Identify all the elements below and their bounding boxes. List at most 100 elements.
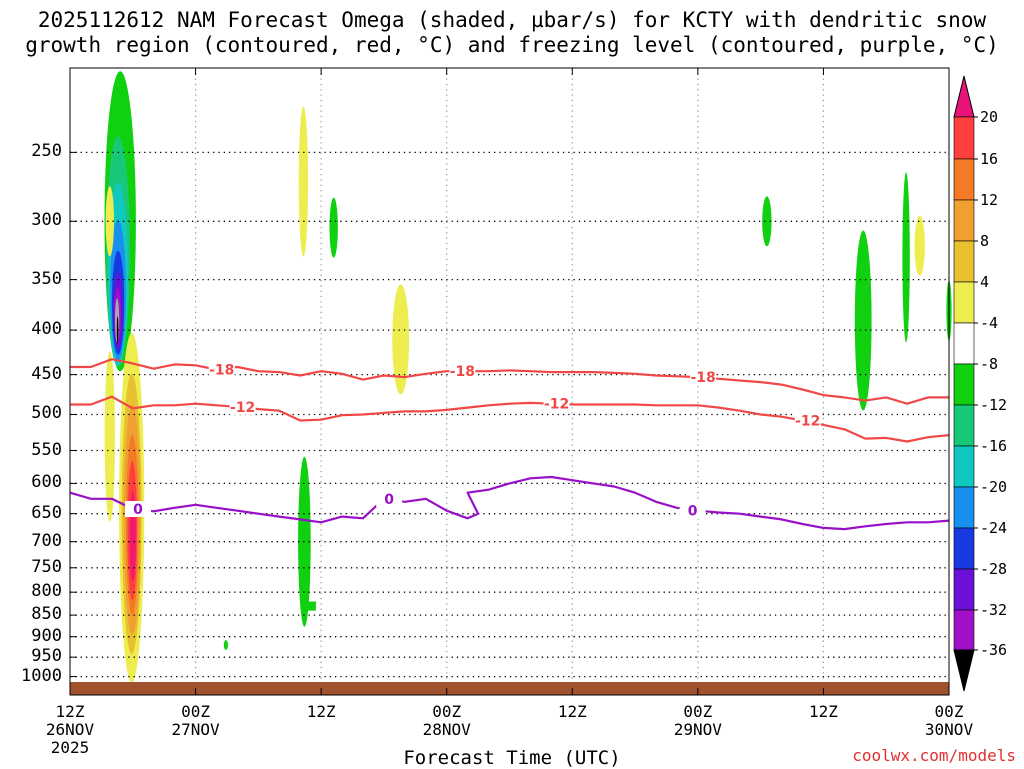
y-tick-label-400: 400 — [31, 319, 62, 340]
omega-cell-25 — [914, 215, 925, 276]
contour-label-freezing-level-0: 0 — [133, 502, 143, 518]
x-tick-date: 28NOV — [422, 720, 471, 739]
y-tick-label-1000: 1000 — [21, 665, 62, 686]
chart-title-line-2: growth region (contoured, red, °C) and f… — [25, 33, 999, 57]
colorbar-label-8: -16 — [980, 437, 1008, 455]
contour-label-layer: -18 -18 -18 -12 -12 -12 0 0 0 — [125, 361, 821, 520]
x-tick-date: 29NOV — [673, 720, 722, 739]
x-tick-time: 12Z — [557, 702, 587, 721]
x-tick-time: 12Z — [306, 702, 336, 721]
y-tick-label-650: 650 — [31, 502, 62, 523]
contour-label-dendritic-bottom-1: -12 — [544, 397, 569, 413]
x-tick-time: 12Z — [55, 702, 85, 721]
y-tick-label-550: 550 — [31, 439, 62, 460]
colorbar-bottom-arrow — [953, 649, 975, 692]
x-tick-label-0: 12Z 26NOV 2025 — [30, 703, 110, 757]
colorbar-label-6: -8 — [980, 355, 999, 373]
x-tick-label-48: 12Z — [532, 703, 612, 721]
omega-shading-layer — [104, 71, 952, 683]
colorbar-swatch-6 — [953, 363, 975, 406]
contour-label-bg-dendritic-top-2 — [690, 369, 717, 386]
omega-cell-23 — [854, 230, 872, 411]
colorbar — [953, 75, 978, 692]
colorbar-swatch-4 — [953, 281, 975, 324]
y-tick-label-700: 700 — [31, 530, 62, 551]
y-tick-label-900: 900 — [31, 625, 62, 646]
x-tick-label-84: 00Z 30NOV — [909, 703, 989, 739]
colorbar-swatch-3 — [953, 240, 975, 283]
contour-layer — [69, 358, 950, 531]
colorbar-swatch-5 — [953, 322, 975, 365]
colorbar-swatch-12 — [953, 609, 975, 651]
colorbar-top-arrow — [953, 75, 975, 118]
contour-label-dendritic-top-2: -18 — [690, 370, 715, 386]
omega-cell-15 — [104, 351, 116, 522]
x-tick-time: 00Z — [432, 702, 462, 721]
plot-frame — [69, 67, 950, 696]
credit-link[interactable]: coolwx.com/models — [852, 746, 1016, 765]
colorbar-label-9: -20 — [980, 478, 1008, 496]
contour-label-bg-freezing-level-0 — [125, 500, 152, 517]
colorbar-swatch-1 — [953, 158, 975, 201]
y-tick-label-500: 500 — [31, 403, 62, 424]
colorbar-label-10: -24 — [980, 519, 1008, 537]
grid-layer — [70, 68, 949, 695]
y-tick-label-250: 250 — [31, 141, 62, 162]
x-tick-time: 00Z — [683, 702, 713, 721]
x-tick-year: 2025 — [50, 738, 90, 757]
y-tick-label-300: 300 — [31, 210, 62, 231]
colorbar-label-2: 12 — [980, 191, 999, 209]
omega-cell-22 — [762, 196, 772, 247]
colorbar-swatch-9 — [953, 486, 975, 529]
colorbar-label-3: 8 — [980, 232, 990, 250]
ground-bar — [70, 682, 949, 695]
colorbar-swatch-10 — [953, 527, 975, 570]
omega-cell-8 — [116, 316, 119, 345]
y-tick-label-950: 950 — [31, 646, 62, 667]
contour-label-dendritic-top-1: -18 — [450, 364, 475, 380]
colorbar-swatch-7 — [953, 404, 975, 447]
contour-label-bg-dendritic-bottom-2 — [794, 412, 821, 429]
x-tick-time: 00Z — [934, 702, 964, 721]
colorbar-swatch-0 — [953, 116, 975, 160]
x-tick-date: 30NOV — [924, 720, 974, 739]
y-tick-label-600: 600 — [31, 472, 62, 493]
y-tick-label-850: 850 — [31, 604, 62, 625]
y-tick-label-450: 450 — [31, 363, 62, 384]
contour-label-dendritic-bottom-2: -12 — [795, 413, 820, 429]
contour-label-dendritic-top-0: -18 — [209, 363, 234, 379]
x-tick-label-24: 12Z — [281, 703, 361, 721]
omega-cell-tail — [306, 601, 316, 611]
x-tick-date: 26NOV — [45, 720, 95, 739]
x-tick-label-72: 12Z — [783, 703, 863, 721]
x-tick-label-60: 00Z 29NOV — [658, 703, 738, 739]
x-axis-label: Forecast Time (UTC) — [403, 747, 621, 769]
y-tick-label-750: 750 — [31, 556, 62, 577]
colorbar-label-7: -12 — [980, 396, 1008, 414]
omega-cell-21 — [223, 640, 228, 650]
contour-label-bg-dendritic-top-0 — [208, 361, 235, 378]
y-tick-label-350: 350 — [31, 268, 62, 289]
contour-dendritic-top — [70, 358, 949, 405]
x-tick-time: 12Z — [808, 702, 838, 721]
contour-label-bg-dendritic-bottom-0 — [229, 398, 256, 415]
colorbar-swatch-8 — [953, 445, 975, 488]
contour-label-freezing-level-2: 0 — [688, 504, 698, 520]
colorbar-label-11: -28 — [980, 560, 1008, 578]
contour-label-freezing-level-1: 0 — [384, 492, 394, 508]
colorbar-label-13: -36 — [980, 641, 1008, 659]
contour-label-bg-freezing-level-1 — [376, 490, 403, 507]
contour-label-dendritic-bottom-0: -12 — [230, 400, 255, 416]
contour-label-bg-dendritic-top-1 — [449, 363, 476, 380]
colorbar-label-4: 4 — [980, 273, 990, 291]
colorbar-swatch-11 — [953, 568, 975, 611]
chart-title-line-1: 2025112612 NAM Forecast Omega (shaded, µ… — [37, 8, 987, 32]
colorbar-label-5: -4 — [980, 314, 999, 332]
colorbar-label-0: 20 — [980, 108, 999, 126]
contour-label-bg-dendritic-bottom-1 — [543, 395, 570, 412]
x-tick-label-12: 00Z 27NOV — [156, 703, 236, 739]
tick-layer — [69, 68, 950, 695]
omega-cell-18 — [329, 197, 338, 258]
contour-label-bg-freezing-level-2 — [679, 502, 706, 519]
